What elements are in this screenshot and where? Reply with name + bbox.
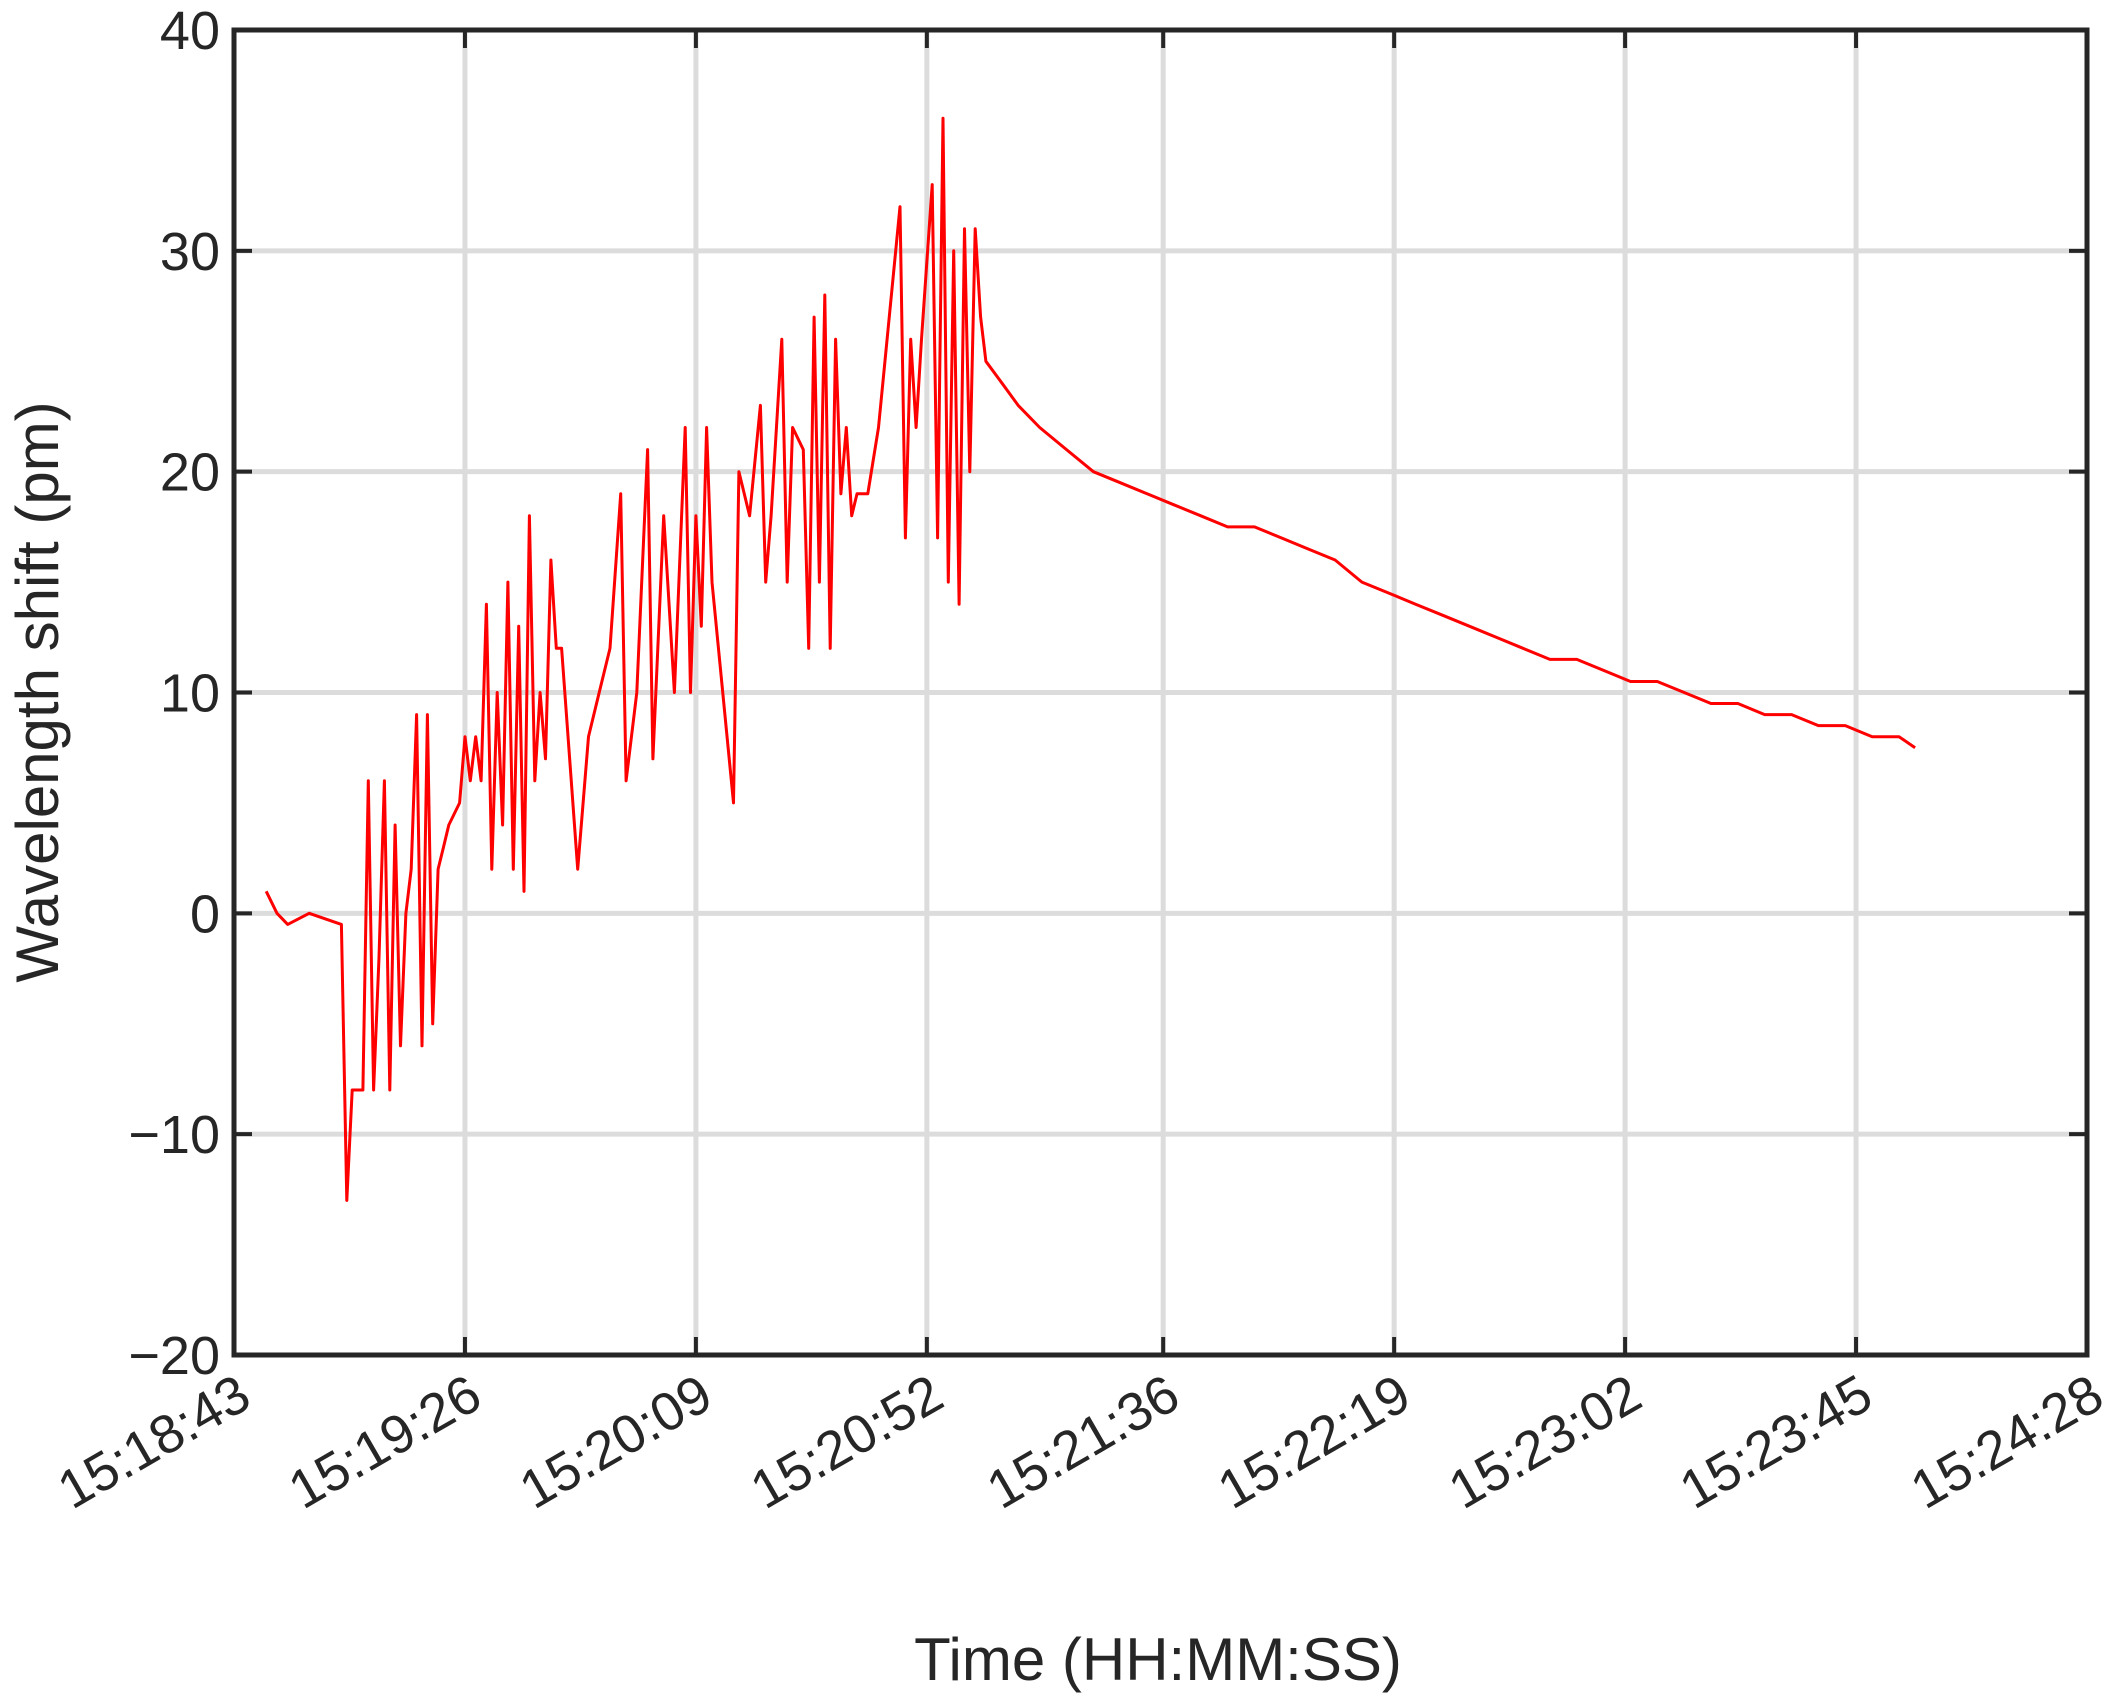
x-tick-label: 15:21:36: [977, 1363, 1189, 1520]
data-line: [264, 116, 1916, 1202]
x-tick-label: 15:18:43: [48, 1363, 260, 1520]
x-tick-label: 15:23:02: [1439, 1363, 1651, 1520]
x-tick-label: 15:19:26: [279, 1363, 491, 1520]
y-tick-label: −10: [128, 1105, 220, 1165]
y-tick-label: 10: [160, 664, 220, 724]
x-tick-label: 15:22:19: [1208, 1363, 1420, 1520]
plot-frame: [231, 27, 2090, 1358]
y-tick-label: 40: [160, 1, 220, 61]
x-tick-label: 15:20:52: [741, 1363, 953, 1520]
y-tick-label: 30: [160, 222, 220, 282]
y-tick-label: 0: [190, 884, 220, 944]
x-tick-label: 15:20:09: [510, 1363, 722, 1520]
x-tick-label: 15:24:28: [1901, 1363, 2113, 1520]
x-tick-label: 15:23:45: [1670, 1363, 1882, 1520]
y-axis-label: Wavelength shift (pm): [4, 401, 71, 982]
x-axis-label: Time (HH:MM:SS): [914, 1626, 1402, 1693]
y-tick-label: −20: [128, 1326, 220, 1386]
y-tick-label: 20: [160, 443, 220, 503]
